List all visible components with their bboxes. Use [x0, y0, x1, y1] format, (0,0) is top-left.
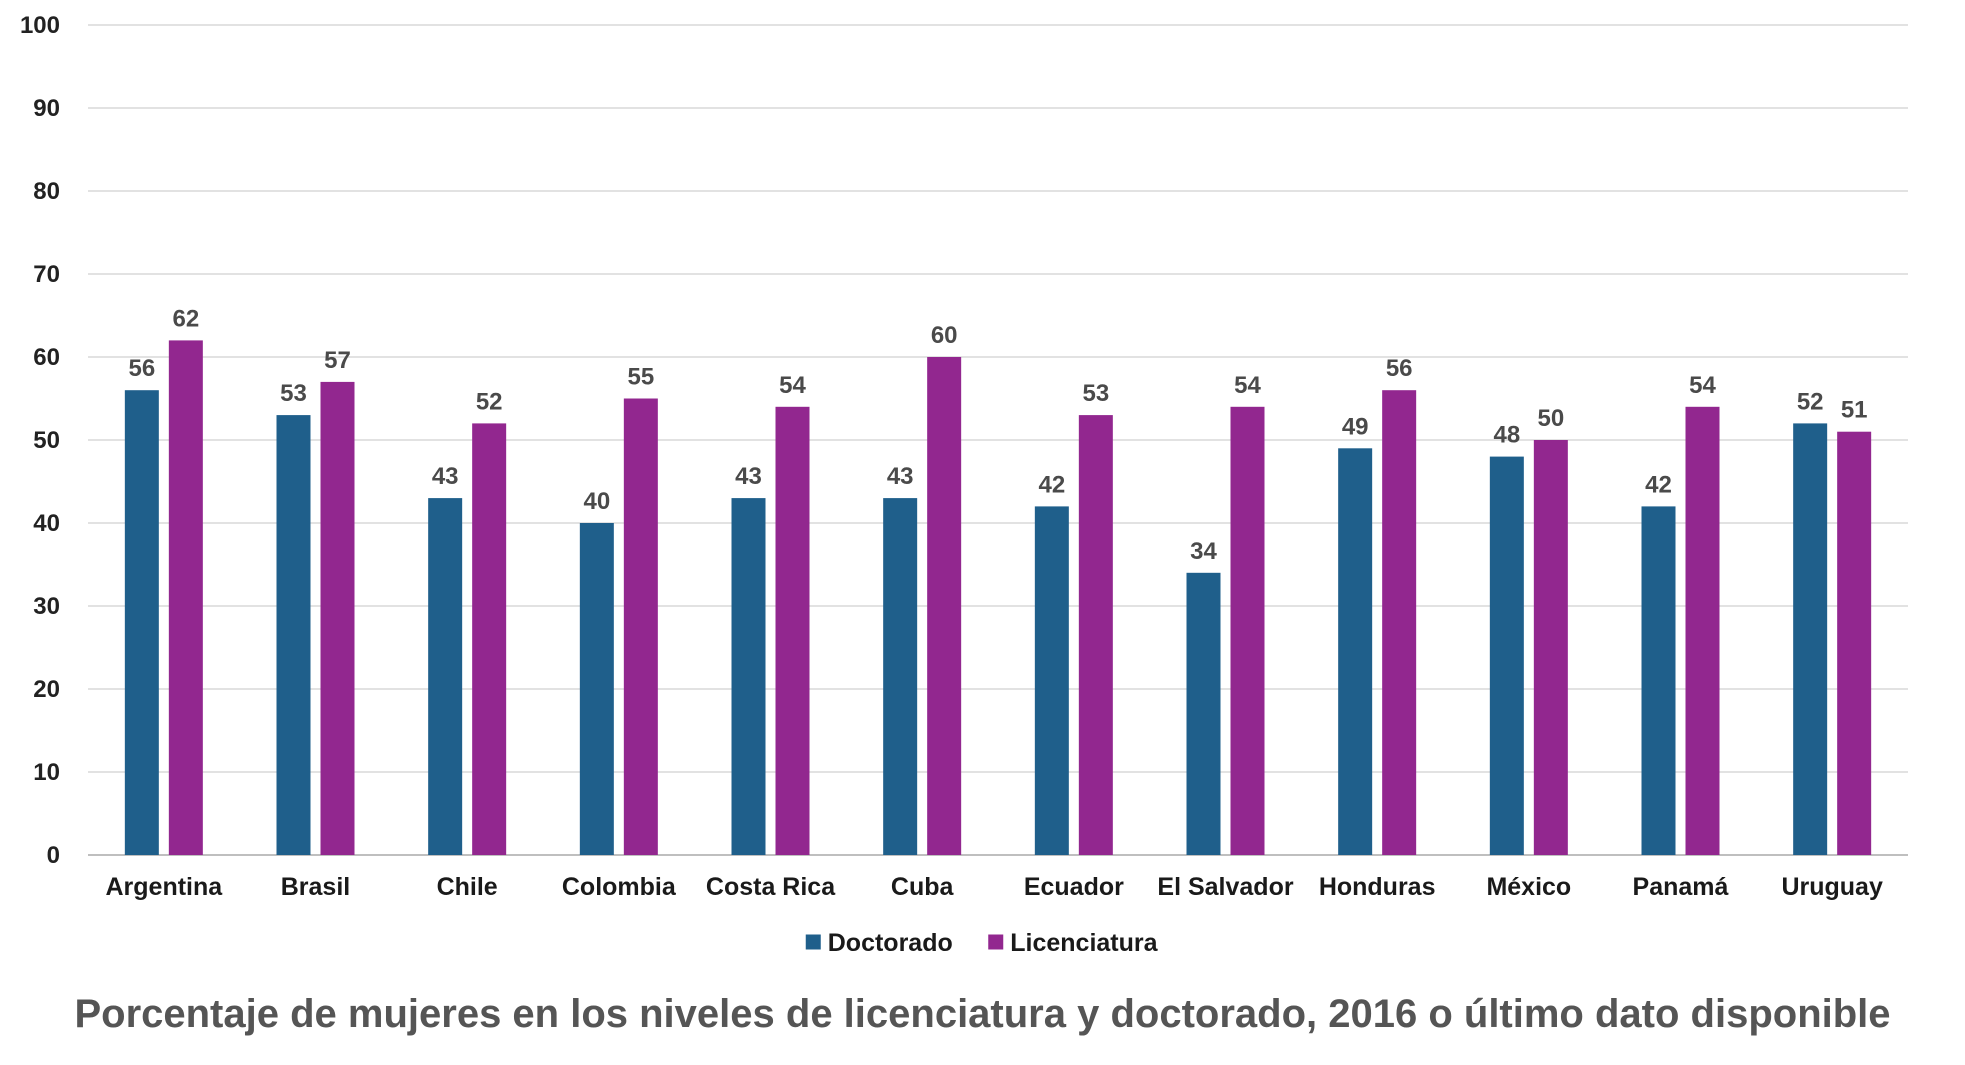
data-label: 40	[583, 488, 610, 515]
x-tick-label: México	[1486, 873, 1571, 901]
data-label: 54	[779, 372, 806, 399]
legend-label-licenciatura: Licenciatura	[1010, 929, 1158, 957]
data-label: 56	[128, 355, 155, 382]
data-label: 34	[1190, 538, 1217, 565]
x-axis: Argentina Brasil Chile Colombia Costa Rica Cu…	[105, 873, 1882, 901]
data-labels: 56 62 53 57 43 52 40 55 43 54 43 60 42 53 34 54 49 56 48 50…	[128, 305, 1867, 564]
y-tick-label: 50	[33, 427, 60, 454]
bars	[124, 340, 1872, 855]
gridlines	[88, 24, 1908, 856]
data-label: 54	[1234, 372, 1261, 399]
y-axis: 0 10 20 30 40 50 60 70 80 90 100	[20, 12, 60, 869]
data-label: 51	[1841, 397, 1868, 424]
x-tick-label: Colombia	[562, 873, 677, 901]
data-label: 62	[172, 305, 199, 332]
data-label: 48	[1493, 422, 1520, 449]
data-label: 55	[627, 364, 654, 391]
data-label: 43	[432, 463, 459, 490]
legend: Doctorado Licenciatura	[805, 929, 1159, 957]
legend-swatch-doctorado	[805, 934, 821, 950]
data-label: 43	[887, 463, 914, 490]
data-label: 52	[1797, 388, 1824, 415]
data-label: 42	[1038, 471, 1065, 498]
bar-licenciatura-2	[320, 381, 355, 855]
bar-doctorado-4	[579, 523, 614, 855]
data-label: 53	[280, 380, 307, 407]
bar-licenciatura-1	[168, 340, 203, 855]
bar-doctorado-5	[731, 498, 766, 855]
bar-licenciatura-4	[623, 398, 658, 855]
x-tick-label: Ecuador	[1024, 873, 1124, 901]
x-tick-label: Panamá	[1633, 873, 1729, 901]
y-tick-label: 20	[33, 676, 60, 703]
y-tick-label: 10	[33, 759, 60, 786]
x-tick-label: Uruguay	[1781, 873, 1883, 901]
bar-doctorado-6	[883, 498, 918, 855]
data-label: 43	[735, 463, 762, 490]
bar-doctorado-3	[428, 498, 463, 855]
x-tick-label: El Salvador	[1157, 873, 1293, 901]
data-label: 60	[931, 322, 958, 349]
y-tick-label: 90	[33, 95, 60, 122]
bar-licenciatura-12	[1837, 431, 1872, 855]
y-tick-label: 80	[33, 178, 60, 205]
bar-licenciatura-9	[1382, 390, 1417, 855]
x-tick-label: Honduras	[1319, 873, 1436, 901]
data-label: 52	[476, 388, 503, 415]
bar-chart: 0 10 20 30 40 50 60 70 80 90 100 56 62 53 57 43 52 40 55 4…	[20, 12, 1908, 957]
bar-doctorado-12	[1793, 423, 1828, 855]
data-label: 53	[1082, 380, 1109, 407]
x-tick-label: Argentina	[105, 873, 223, 901]
x-tick-label: Cuba	[891, 873, 955, 901]
y-tick-label: 100	[20, 12, 60, 39]
bar-licenciatura-8	[1230, 406, 1265, 855]
x-tick-label: Brasil	[281, 873, 350, 901]
bar-doctorado-2	[276, 415, 311, 855]
bar-licenciatura-11	[1685, 406, 1720, 855]
bar-licenciatura-5	[775, 406, 810, 855]
bar-doctorado-8	[1186, 572, 1221, 855]
legend-swatch-licenciatura	[988, 934, 1004, 950]
data-label: 56	[1386, 355, 1413, 382]
bar-licenciatura-3	[472, 423, 507, 855]
x-tick-label: Costa Rica	[706, 873, 836, 901]
bar-doctorado-9	[1338, 448, 1373, 855]
y-tick-label: 0	[47, 842, 60, 869]
legend-label-doctorado: Doctorado	[828, 929, 953, 957]
data-label: 50	[1537, 405, 1564, 432]
bar-licenciatura-10	[1533, 440, 1568, 855]
y-tick-label: 30	[33, 593, 60, 620]
data-label: 42	[1645, 471, 1672, 498]
y-tick-label: 70	[33, 261, 60, 288]
bar-licenciatura-6	[927, 357, 962, 855]
data-label: 49	[1342, 413, 1369, 440]
bar-doctorado-7	[1034, 506, 1069, 855]
x-tick-label: Chile	[437, 873, 498, 901]
bar-licenciatura-7	[1078, 415, 1113, 855]
bar-doctorado-1	[124, 390, 159, 855]
y-tick-label: 40	[33, 510, 60, 537]
y-tick-label: 60	[33, 344, 60, 371]
chart-title: Porcentaje de mujeres en los niveles de …	[74, 992, 1891, 1036]
bar-doctorado-10	[1489, 456, 1524, 855]
data-label: 54	[1689, 372, 1716, 399]
bar-doctorado-11	[1641, 506, 1676, 855]
data-label: 57	[324, 347, 351, 374]
